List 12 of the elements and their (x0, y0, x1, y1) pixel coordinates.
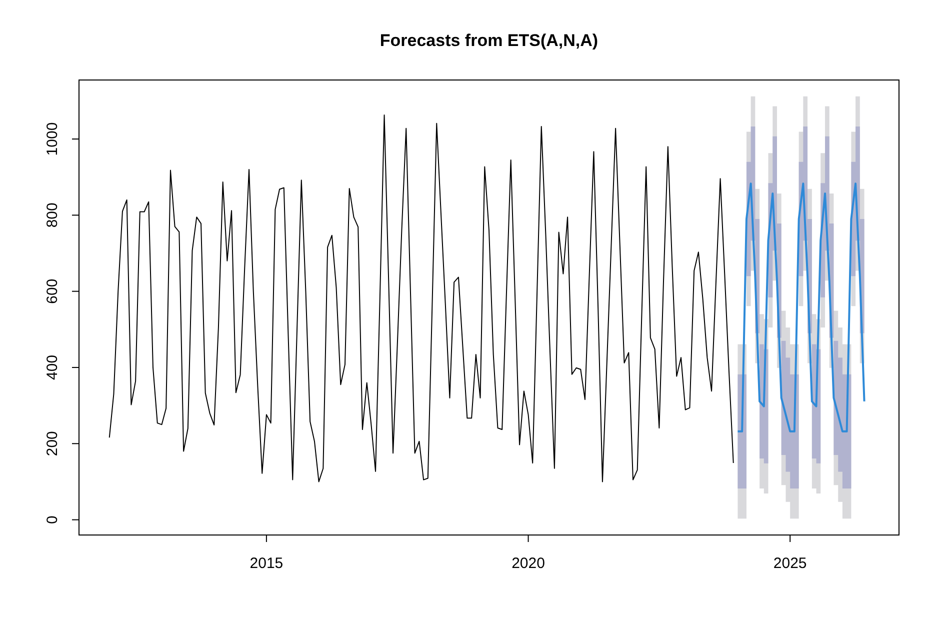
y-tick-label: 0 (44, 516, 61, 524)
x-tick-label: 2025 (773, 555, 807, 572)
y-tick-label: 1000 (44, 122, 61, 156)
y-tick-label: 800 (44, 202, 61, 228)
y-tick-label: 400 (44, 354, 61, 380)
y-tick-label: 600 (44, 278, 61, 304)
x-tick-label: 2020 (512, 555, 545, 572)
y-tick-label: 200 (44, 431, 61, 456)
x-tick-label: 2015 (250, 555, 284, 572)
chart-title: Forecasts from ETS(A,N,A) (380, 31, 598, 50)
line-series (108, 114, 734, 482)
line-series (736, 182, 866, 432)
